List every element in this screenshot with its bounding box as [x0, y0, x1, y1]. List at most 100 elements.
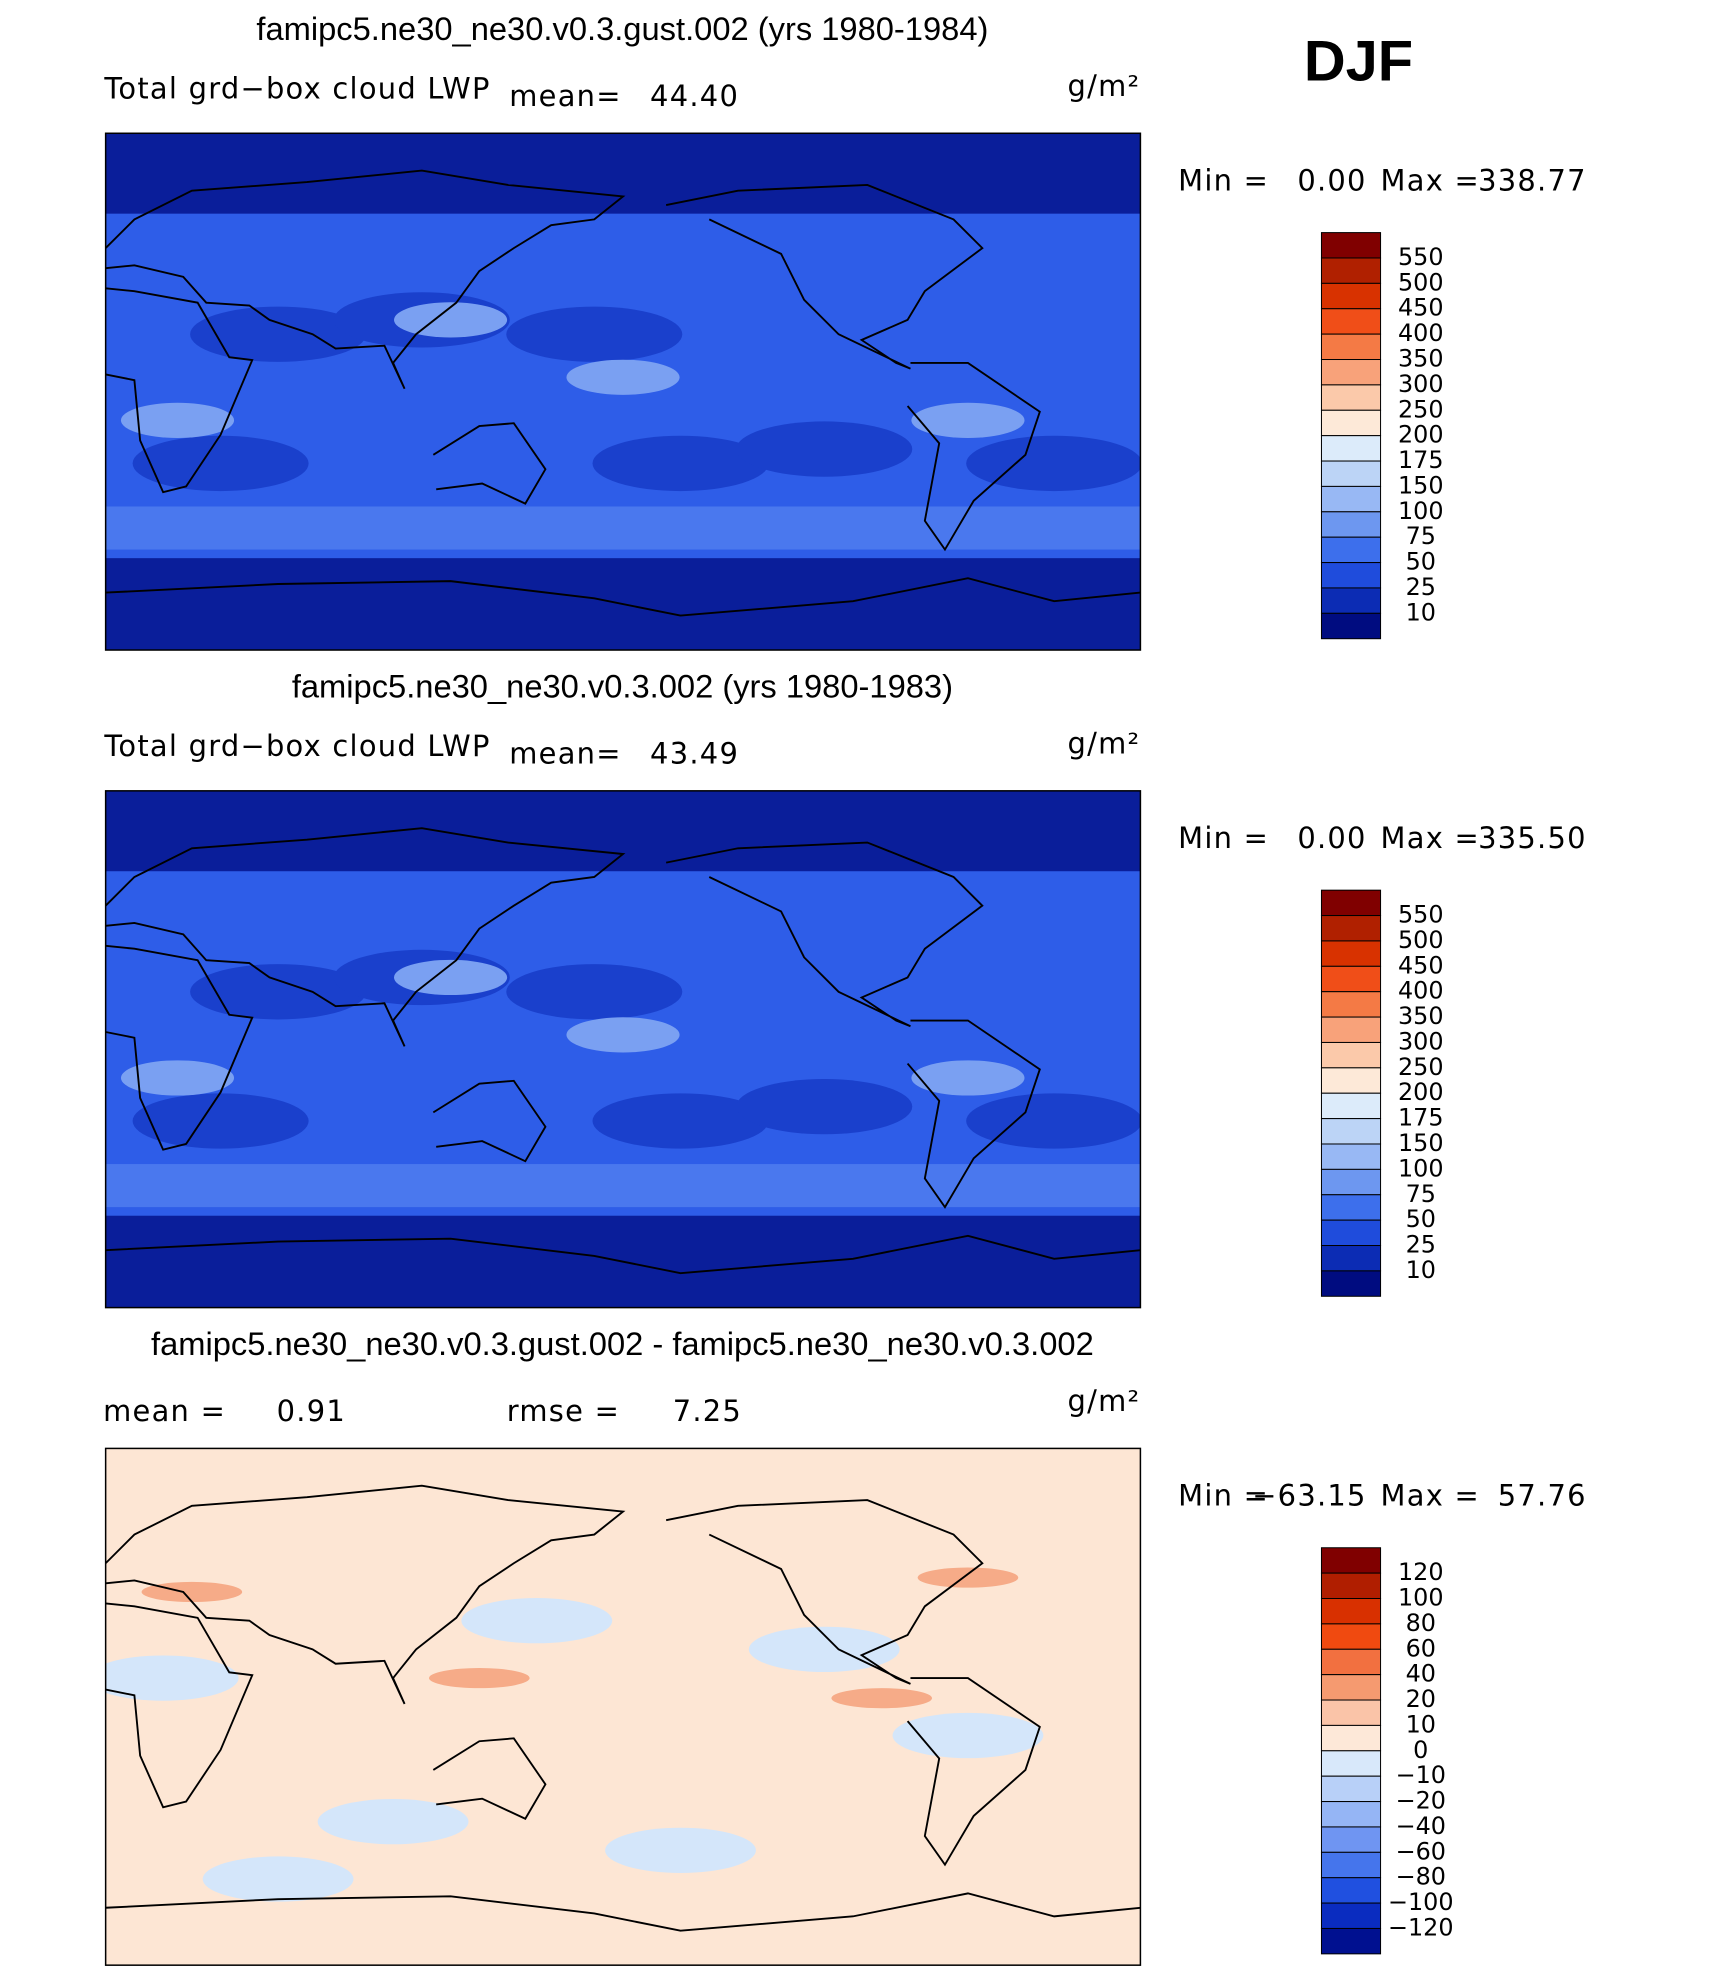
- coastline: [906, 1677, 1041, 1867]
- coastline: [432, 1079, 547, 1163]
- colorbar-label: 175: [1398, 1104, 1444, 1132]
- colorbar-swatch: [1320, 1902, 1382, 1929]
- mean-label: mean=: [509, 737, 621, 771]
- panel-title: famipc5.ne30_ne30.v0.3.002 (yrs 1980-198…: [292, 668, 953, 705]
- panel-title: famipc5.ne30_ne30.v0.3.gust.002 (yrs 198…: [256, 10, 988, 47]
- colorbar-swatch: [1320, 915, 1382, 942]
- colorbar-swatch: [1320, 1041, 1382, 1069]
- coastline: [105, 577, 1141, 617]
- negative-region: [317, 1798, 469, 1845]
- coastline: [105, 1892, 1141, 1932]
- colorbar-swatch: [1320, 1674, 1382, 1701]
- coastline: [665, 841, 984, 1028]
- colorbar-label: −60: [1396, 1837, 1446, 1865]
- colorbar-label: 175: [1398, 446, 1444, 474]
- colorbar-label: 150: [1398, 471, 1444, 499]
- wet-region: [120, 402, 235, 438]
- mean-value: 0.91: [277, 1394, 346, 1428]
- negative-region: [105, 1655, 239, 1701]
- min-value: −63.15: [1252, 1478, 1367, 1512]
- colorbar-label: 0: [1413, 1736, 1428, 1764]
- variable-label: Total grd−box cloud LWP: [103, 729, 490, 763]
- colorbar-swatch: [1320, 587, 1382, 614]
- wet-region: [120, 1060, 235, 1096]
- colorbar-label: 300: [1398, 1027, 1444, 1055]
- colorbar-label: 10: [1406, 1256, 1436, 1284]
- colorbar-swatch: [1320, 485, 1382, 513]
- colorbar-label: 250: [1398, 1053, 1444, 1081]
- coastline: [665, 183, 984, 370]
- colorbar-label: 120: [1398, 1558, 1444, 1586]
- coastline: [105, 827, 626, 1047]
- map-field: [105, 133, 1141, 651]
- colorbar-label: 75: [1406, 522, 1436, 550]
- colorbar-label: 50: [1406, 1205, 1436, 1233]
- colorbar-swatch: [1320, 1270, 1382, 1297]
- colorbar-label: 150: [1398, 1129, 1444, 1157]
- storm-track: [105, 506, 1141, 550]
- colorbar-swatch: [1320, 1547, 1382, 1574]
- colorbar-label: 100: [1398, 1584, 1444, 1612]
- negative-region: [202, 1856, 354, 1902]
- polar-band: [105, 133, 1141, 214]
- dry-region: [132, 1093, 309, 1149]
- colorbar-swatch: [1320, 232, 1382, 259]
- positive-region: [917, 1567, 1019, 1588]
- panel-title: famipc5.ne30_ne30.v0.3.gust.002 - famipc…: [151, 1325, 1094, 1362]
- colorbar-label: −120: [1388, 1913, 1454, 1941]
- colorbar-swatch: [1320, 889, 1382, 917]
- max-value: 338.77: [1478, 163, 1587, 197]
- max-value: 335.50: [1478, 821, 1587, 855]
- rmse-value: 7.25: [673, 1394, 742, 1428]
- colorbar-swatch: [1320, 1775, 1382, 1803]
- season-label: DJF: [1304, 30, 1413, 94]
- colorbar-label: 450: [1398, 951, 1444, 979]
- dry-region: [190, 306, 367, 362]
- colorbar-label: 300: [1398, 370, 1444, 398]
- colorbar-label: 100: [1398, 1154, 1444, 1182]
- colorbar-label: −20: [1396, 1787, 1446, 1815]
- colorbar-label: 60: [1406, 1634, 1436, 1662]
- wet-region: [566, 1017, 680, 1053]
- colorbar-swatch: [1320, 536, 1382, 564]
- dry-region: [506, 306, 683, 362]
- colorbar-swatch: [1320, 1067, 1382, 1094]
- dry-region: [736, 1078, 913, 1135]
- colorbar-swatch: [1320, 1623, 1382, 1650]
- map-frame: [104, 132, 1142, 651]
- colorbar-swatch: [1320, 409, 1382, 437]
- colorbar-label: −10: [1396, 1761, 1446, 1789]
- colorbar-swatch: [1320, 1699, 1382, 1726]
- colorbar-label: 100: [1398, 497, 1444, 525]
- min-value: 0.00: [1297, 821, 1366, 855]
- rmse-label: rmse =: [507, 1394, 620, 1428]
- polar-band: [105, 790, 1141, 872]
- min-label: Min =: [1178, 1478, 1269, 1512]
- mean-value: 44.40: [650, 79, 739, 113]
- colorbar-swatch: [1320, 1245, 1382, 1272]
- coastline: [432, 1737, 547, 1820]
- coastline: [105, 169, 626, 390]
- colorbar-label: −80: [1396, 1863, 1446, 1891]
- colorbar-label: 350: [1398, 345, 1444, 373]
- coastline: [665, 1499, 984, 1685]
- mean-value: 43.49: [650, 737, 739, 771]
- positive-region: [141, 1581, 243, 1603]
- map-field: [105, 1448, 1141, 1966]
- max-label: Max =: [1381, 1478, 1480, 1512]
- colorbar-label: −100: [1388, 1888, 1454, 1916]
- colorbar-swatch: [1320, 1118, 1382, 1145]
- colorbar-swatch: [1320, 1572, 1382, 1600]
- colorbar-label: 250: [1398, 395, 1444, 423]
- colorbar-swatch: [1320, 940, 1382, 967]
- min-value: 0.00: [1297, 163, 1366, 197]
- colorbar-swatch: [1320, 1724, 1382, 1752]
- colorbar-swatch: [1320, 257, 1382, 284]
- colorbar-swatch: [1320, 308, 1382, 335]
- colorbar-swatch: [1320, 384, 1382, 411]
- colorbar-label: 20: [1406, 1685, 1436, 1713]
- colorbar-swatch: [1320, 1194, 1382, 1221]
- dry-region: [966, 435, 1141, 492]
- max-value: 57.76: [1498, 1478, 1587, 1512]
